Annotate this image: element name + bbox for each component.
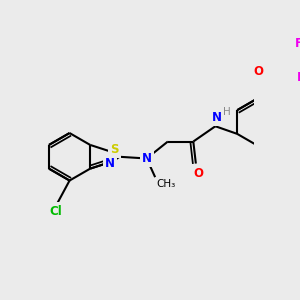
Text: O: O	[254, 64, 264, 78]
Text: N: N	[142, 152, 152, 165]
Text: N: N	[105, 158, 115, 170]
Text: F: F	[297, 70, 300, 83]
Text: O: O	[194, 167, 203, 180]
Text: CH₃: CH₃	[157, 179, 176, 189]
Text: F: F	[296, 37, 300, 50]
Text: N: N	[212, 111, 222, 124]
Text: Cl: Cl	[50, 205, 62, 218]
Text: H: H	[223, 107, 231, 117]
Text: S: S	[110, 143, 119, 156]
